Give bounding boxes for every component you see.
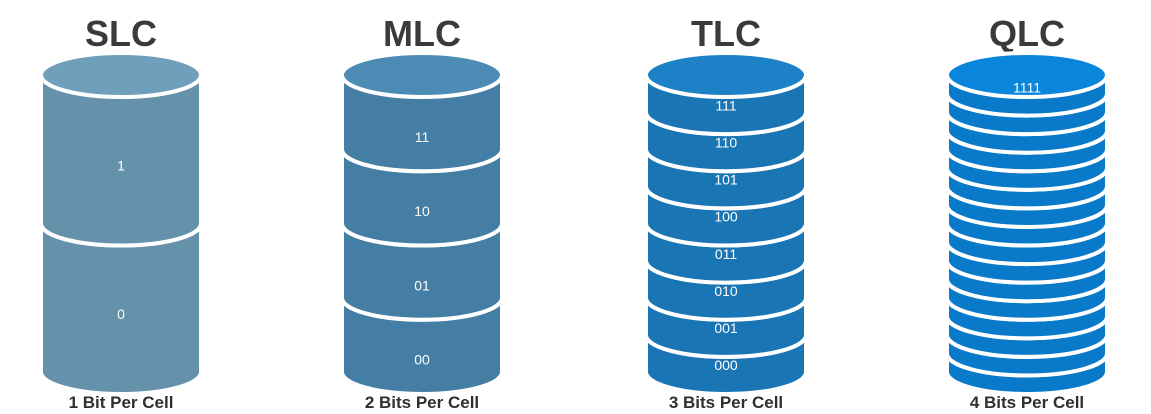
slc-caption: 1 Bit Per Cell — [69, 393, 174, 412]
slc-bit-value: 1 — [117, 158, 125, 174]
qlc-caption: 4 Bits Per Cell — [970, 393, 1084, 412]
qlc-title: QLC — [989, 13, 1065, 54]
mlc-bit-value: 10 — [414, 203, 430, 219]
tlc-bit-value: 101 — [714, 172, 738, 188]
tlc-bit-value: 001 — [714, 320, 738, 336]
mlc-bit-value: 01 — [414, 277, 430, 293]
tlc-bit-value: 111 — [715, 97, 736, 113]
mlc-title: MLC — [383, 13, 461, 54]
slc-cell-layer: 1 — [39, 51, 203, 248]
tlc-bit-value: 011 — [715, 246, 738, 262]
tlc-title: TLC — [691, 13, 761, 54]
tlc-caption: 3 Bits Per Cell — [669, 393, 783, 412]
mlc-caption: 2 Bits Per Cell — [365, 393, 479, 412]
slc-bit-value: 0 — [117, 306, 125, 322]
tlc-cell-layer: 111 — [644, 51, 808, 137]
qlc-bit-value: 1111 — [1013, 79, 1041, 95]
mlc-bit-value: 11 — [415, 129, 430, 145]
slc-column: SLC 0 1 1 Bit Per Cell — [39, 13, 203, 412]
mlc-column: MLC 00 01 10 11 2 Bits Per Cell — [340, 13, 504, 412]
mlc-cell-layer: 11 — [340, 51, 504, 174]
qlc-cell-layer: 1111 — [945, 51, 1109, 118]
slc-title: SLC — [85, 13, 157, 54]
tlc-bit-value: 100 — [714, 209, 738, 225]
tlc-bit-value: 110 — [715, 134, 738, 150]
tlc-bit-value: 010 — [714, 283, 738, 299]
tlc-column: TLC 000 001 010 011 100 101 110 111 3 Bits Per Ce… — [644, 13, 808, 412]
mlc-bit-value: 00 — [414, 352, 430, 368]
qlc-column: QLC0000000100100011010001010110011110001… — [945, 13, 1109, 412]
tlc-bit-value: 000 — [714, 357, 738, 373]
